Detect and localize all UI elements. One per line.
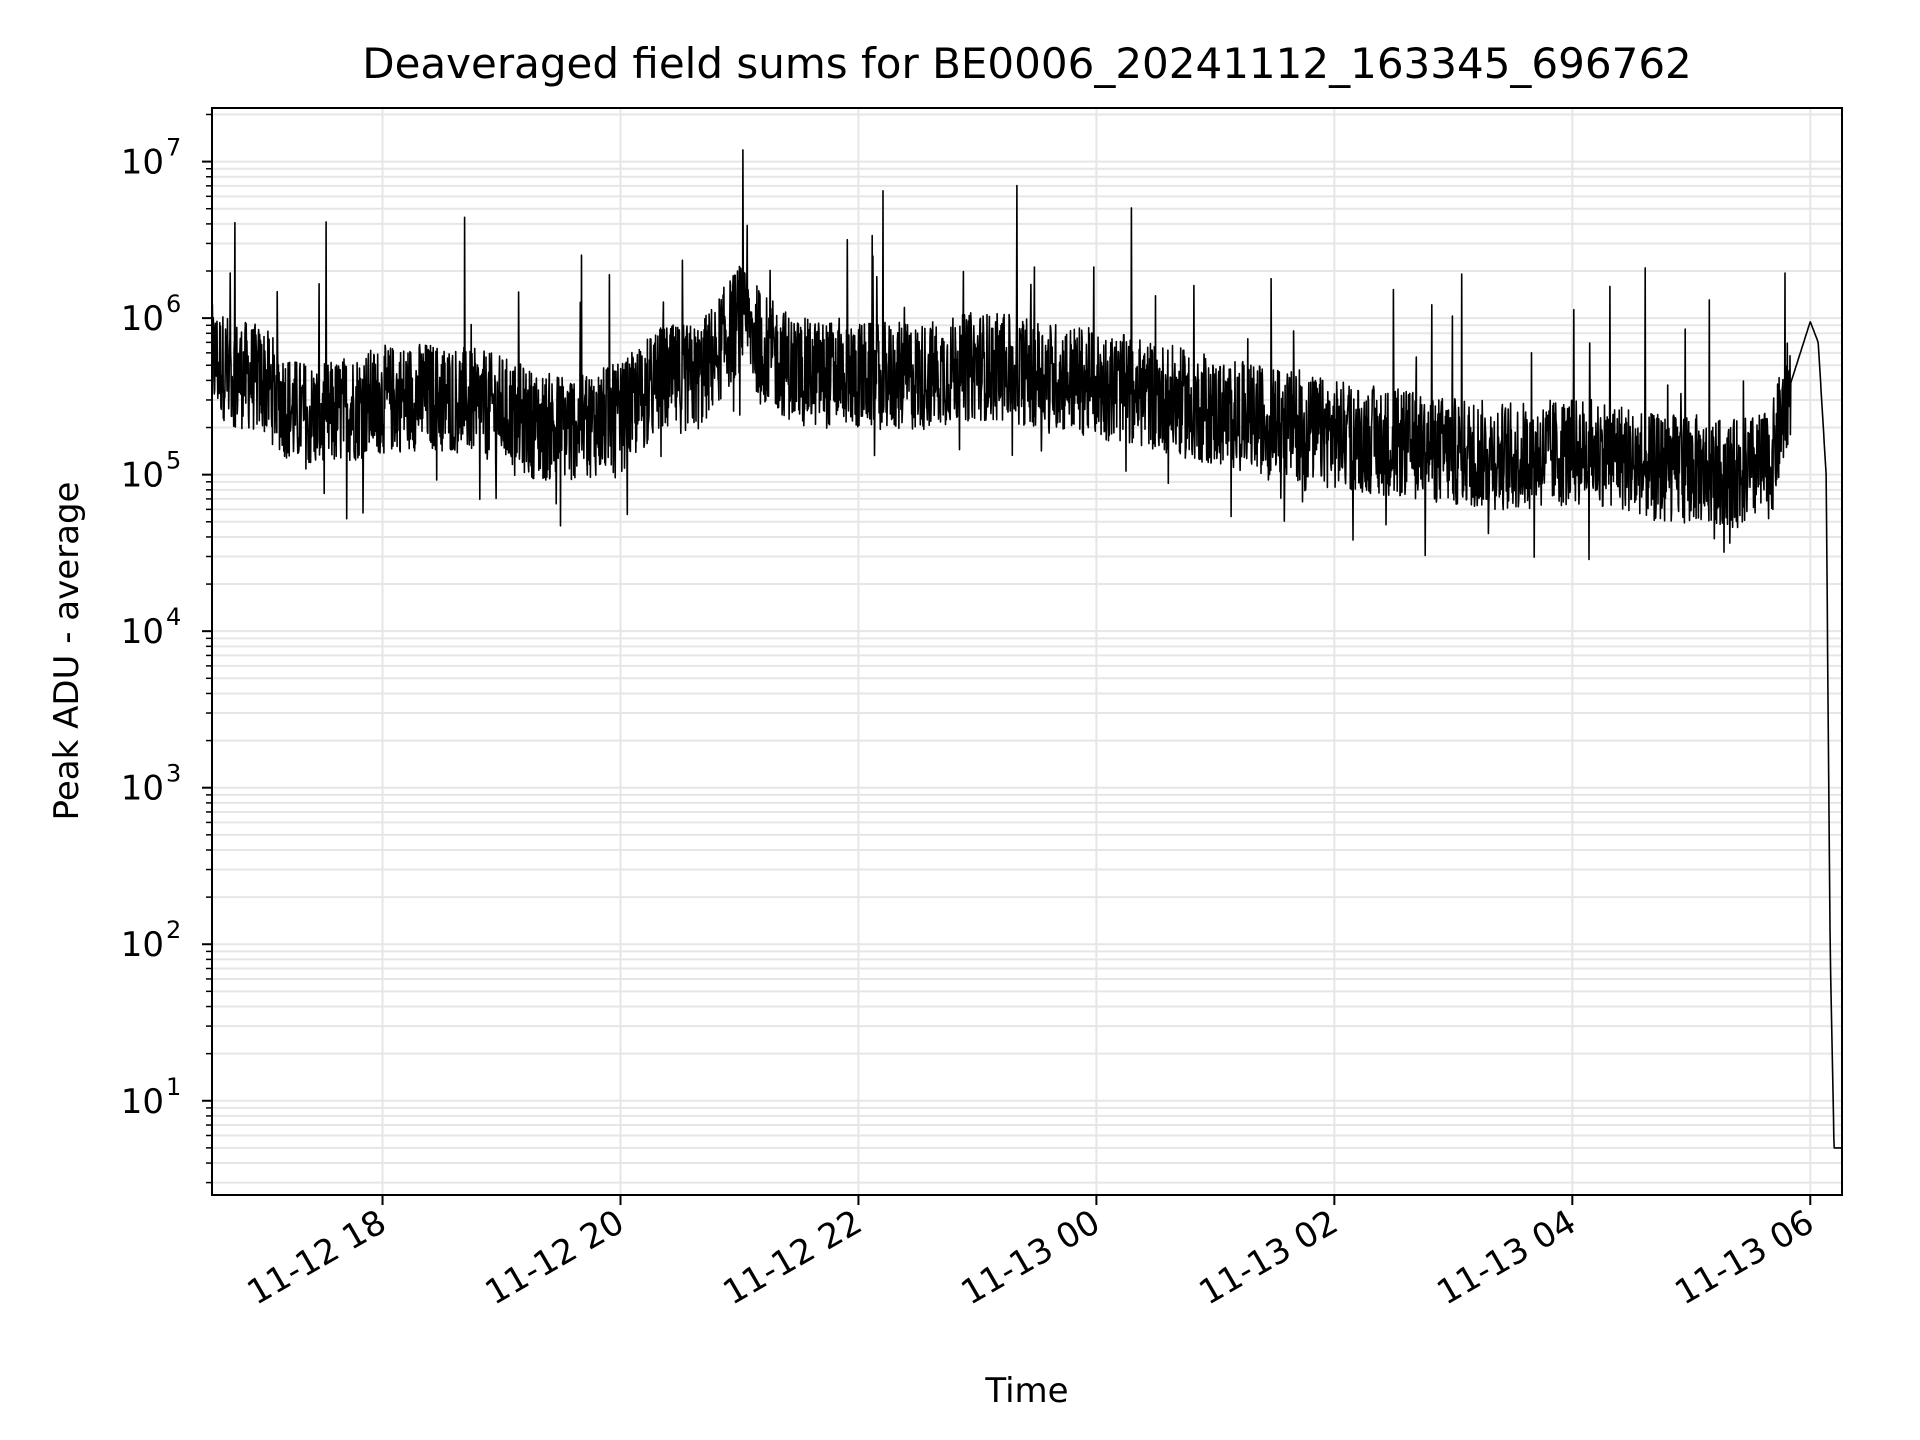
y-tick-base: 10 [121,612,164,652]
plot-frame [211,107,1843,1196]
y-tick-label: 10 6 [121,290,182,339]
y-tick-label: 10 7 [121,134,182,183]
y-tick-label: 10 3 [121,760,182,809]
y-tick-exponent: 3 [166,760,181,788]
x-axis-label: Time [984,1371,1068,1411]
y-tick-base: 10 [121,769,164,809]
y-tick-label: 10 4 [121,603,182,652]
y-tick-base: 10 [121,299,164,339]
y-tick-label: 10 1 [121,1073,182,1122]
y-tick-exponent: 7 [166,134,181,162]
y-tick-exponent: 2 [166,916,181,944]
x-tick-label: 11-13 04 [1430,1202,1582,1313]
x-tick-label: 11-12 22 [717,1202,869,1313]
x-tick-label: 11-12 20 [479,1202,631,1313]
x-tick-label: 11-13 06 [1668,1202,1820,1313]
x-tick-label: 11-13 00 [955,1202,1107,1313]
x-tick-label: 11-13 02 [1192,1202,1344,1313]
y-tick-exponent: 1 [166,1073,181,1101]
y-axis-label: Peak ADU - average [47,482,87,821]
chart-title: Deaveraged field sums for BE0006_2024111… [362,39,1692,88]
series-line [211,149,1843,1149]
y-tick-base: 10 [121,456,164,496]
y-tick-label: 10 2 [121,916,182,965]
x-axis: 11-12 18 11-12 20 11-12 22 11-13 00 11-13 02… [241,1195,1821,1313]
y-tick-base: 10 [121,925,164,965]
y-tick-base: 10 [121,1082,164,1122]
y-tick-exponent: 6 [166,290,181,318]
y-tick-exponent: 4 [166,603,181,631]
y-tick-label: 10 5 [121,447,182,496]
y-tick-base: 10 [121,143,164,183]
grid [212,108,1842,1195]
x-tick-label: 11-12 18 [241,1202,393,1313]
y-tick-exponent: 5 [166,447,181,475]
